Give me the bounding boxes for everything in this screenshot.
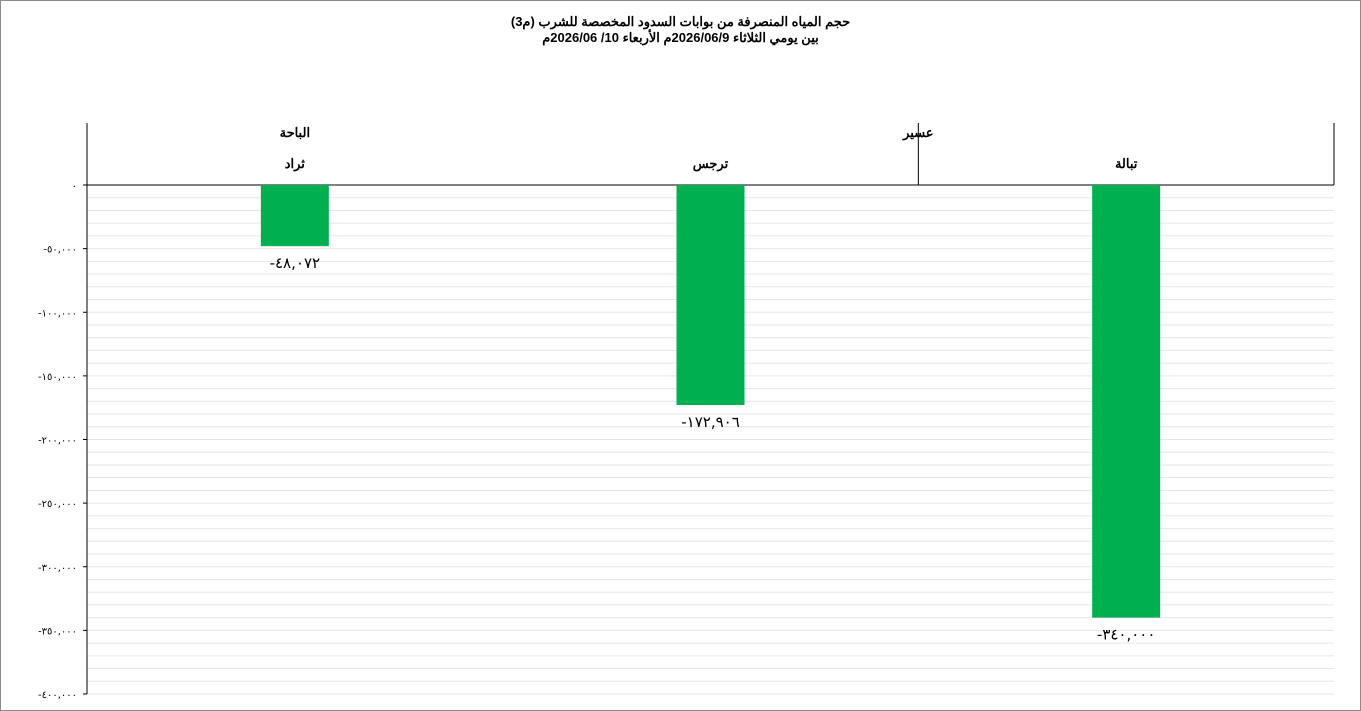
bars: -٣٤٠,٠٠٠ -١٧٢,٩٠٦ -٤٨,٠٧٢	[260, 185, 1161, 644]
chart-subtitle: بين يومي الثلاثاء 2026/06/9م الأربعاء 10…	[542, 30, 819, 45]
y-tick-label: -١٥٠,٠٠٠	[38, 372, 77, 383]
data-label: -١٧٢,٩٠٦	[681, 413, 740, 431]
y-tick-label: -٤٠٠,٠٠٠	[38, 690, 77, 701]
data-label: -٣٤٠,٠٠٠	[1097, 626, 1156, 644]
category-label: تبالة	[1115, 156, 1138, 171]
chart-title: حجم المياه المنصرفة من بوابات السدود الم…	[510, 14, 851, 29]
y-tick-label: -٢٠٠,٠٠٠	[38, 436, 77, 447]
category-label: ثراد	[285, 156, 306, 172]
y-tick-label: ٠	[72, 181, 77, 192]
group-label: الباحة	[280, 125, 310, 140]
y-tick-label: -٥٠,٠٠٠	[43, 245, 77, 256]
bar	[676, 185, 745, 406]
y-tick-label: -٣٥٠,٠٠٠	[38, 626, 77, 637]
y-tick-label: -٢٥٠,٠٠٠	[38, 499, 77, 510]
y-tick-label: -١٠٠,٠٠٠	[38, 308, 77, 319]
bar	[1092, 185, 1161, 618]
bar	[260, 185, 329, 247]
data-label: -٤٨,٠٧٢	[270, 254, 320, 272]
y-tick-label: -٣٠٠,٠٠٠	[38, 563, 77, 574]
category-label: ترجس	[693, 156, 729, 172]
